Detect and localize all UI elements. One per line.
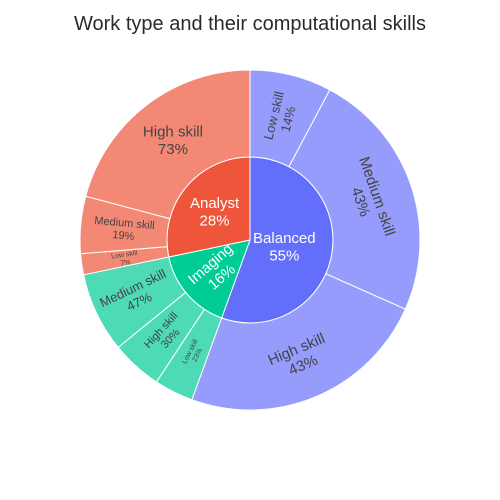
label-percent-balanced: 55% [269,247,299,264]
sunburst-sectors [79,69,421,411]
label-name-analyst-low-skill: Low skill [111,250,139,261]
sector-balanced-medium-skill[interactable] [288,89,421,310]
label-name-balanced: Balanced [253,230,316,247]
sector-balanced-high-skill[interactable] [191,273,406,411]
label-percent-balanced-low-skill: 14% [278,104,299,133]
sector-analyst-high-skill[interactable] [85,69,251,220]
label-percent-analyst: 28% [200,212,230,229]
label-percent-analyst-high-skill: 73% [158,141,188,158]
label-name-analyst-medium-skill: Medium skill [94,215,155,232]
label-percent-analyst-low-skill: 7% [120,259,131,267]
label-name-analyst-high-skill: High skill [143,124,203,141]
label-percent-analyst-medium-skill: 19% [112,229,135,243]
label-name-analyst: Analyst [190,195,240,212]
chart-title: Work type and their computational skills [74,13,426,35]
